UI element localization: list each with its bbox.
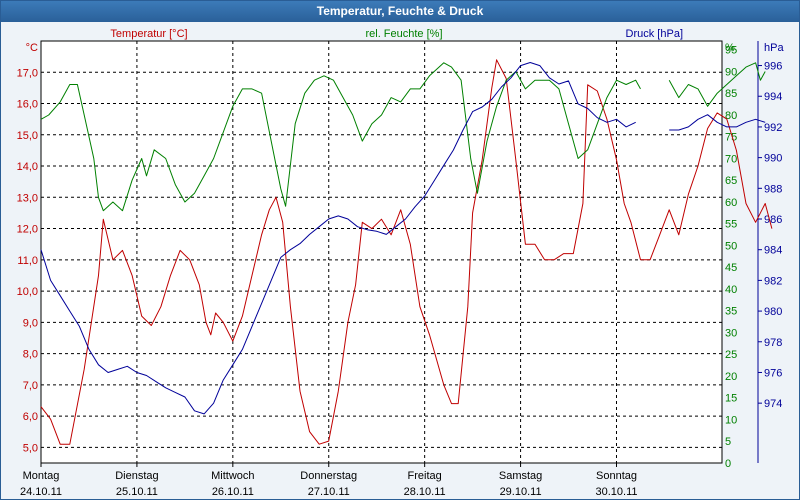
temperature-axis-label: Temperatur [°C] — [110, 28, 187, 40]
pressure-tick-label: 984 — [764, 245, 782, 257]
temperature-tick-label: 8,0 — [23, 349, 38, 361]
temperature-tick-label: 6,0 — [23, 411, 38, 423]
humidity-tick-label: 60 — [725, 197, 737, 209]
temperature-tick-label: 5,0 — [23, 442, 38, 454]
temperature-tick-label: 10,0 — [17, 286, 38, 298]
humidity-series-line — [668, 62, 766, 107]
humidity-axis-label: rel. Feuchte [%] — [365, 28, 442, 40]
humidity-tick-label: 85 — [725, 88, 737, 100]
humidity-tick-label: 55 — [725, 219, 737, 231]
temperature-tick-label: 13,0 — [17, 192, 38, 204]
temperature-tick-label: 14,0 — [17, 161, 38, 173]
pressure-tick-label: 994 — [764, 91, 782, 103]
plot-area — [41, 41, 722, 463]
humidity-tick-label: 0 — [725, 458, 731, 470]
temperature-tick-label: 16,0 — [17, 99, 38, 111]
temperature-tick-label: 17,0 — [17, 67, 38, 79]
humidity-tick-label: 30 — [725, 327, 737, 339]
humidity-series-line — [40, 62, 641, 212]
x-tick-label-date: 25.10.11 — [116, 486, 158, 498]
humidity-tick-label: 10 — [725, 414, 737, 426]
x-tick-label-day: Samstag — [499, 470, 542, 482]
humidity-tick-label: 45 — [725, 262, 737, 274]
pressure-unit-label: hPa — [764, 42, 784, 54]
humidity-tick-label: 70 — [725, 153, 737, 165]
pressure-tick-label: 980 — [764, 306, 782, 318]
pressure-tick-label: 976 — [764, 367, 782, 379]
humidity-tick-label: 25 — [725, 349, 737, 361]
pressure-series-line — [40, 62, 636, 415]
temperature-series-line — [40, 59, 773, 445]
humidity-tick-label: 35 — [725, 306, 737, 318]
pressure-tick-label: 974 — [764, 398, 782, 410]
humidity-tick-label: 75 — [725, 132, 737, 144]
temperature-tick-label: 12,0 — [17, 224, 38, 236]
pressure-axis-label: Druck [hPa] — [626, 28, 683, 40]
x-tick-label-day: Dienstag — [115, 470, 158, 482]
pressure-tick-label: 990 — [764, 153, 782, 165]
humidity-tick-label: 95 — [725, 45, 737, 57]
plot-border — [40, 40, 723, 464]
humidity-tick-label: 80 — [725, 110, 737, 122]
humidity-tick-label: 50 — [725, 240, 737, 252]
x-tick-label-day: Donnerstag — [300, 470, 357, 482]
humidity-tick-label: 5 — [725, 436, 731, 448]
x-tick-label-day: Freitag — [408, 470, 442, 482]
pressure-tick-label: 996 — [764, 61, 782, 73]
temperature-unit-label: °C — [26, 42, 38, 54]
humidity-tick-label: 20 — [725, 371, 737, 383]
temperature-tick-label: 11,0 — [17, 255, 38, 267]
temperature-tick-label: 9,0 — [23, 317, 38, 329]
x-tick-label-date: 29.10.11 — [500, 486, 542, 498]
x-tick-label-day: Mittwoch — [211, 470, 254, 482]
humidity-tick-label: 15 — [725, 393, 737, 405]
humidity-tick-label: 90 — [725, 66, 737, 78]
pressure-series-line — [669, 114, 766, 131]
temperature-tick-label: 7,0 — [23, 380, 38, 392]
x-tick-label-date: 27.10.11 — [308, 486, 350, 498]
x-tick-label-date: 30.10.11 — [595, 486, 637, 498]
pressure-tick-label: 992 — [764, 122, 782, 134]
temperature-tick-label: 15,0 — [17, 130, 38, 142]
chart-title: Temperatur, Feuchte & Druck — [1, 1, 799, 22]
x-tick-label-day: Montag — [23, 470, 60, 482]
x-tick-label-date: 28.10.11 — [404, 486, 446, 498]
x-tick-label-date: 26.10.11 — [212, 486, 254, 498]
pressure-tick-label: 988 — [764, 183, 782, 195]
pressure-tick-label: 982 — [764, 275, 782, 287]
pressure-tick-label: 978 — [764, 337, 782, 349]
humidity-tick-label: 40 — [725, 284, 737, 296]
pressure-tick-label: 986 — [764, 214, 782, 226]
humidity-unit-label: % — [725, 42, 735, 54]
humidity-tick-label: 65 — [725, 175, 737, 187]
x-tick-label-date: 24.10.11 — [20, 486, 62, 498]
x-tick-label-day: Sonntag — [596, 470, 637, 482]
